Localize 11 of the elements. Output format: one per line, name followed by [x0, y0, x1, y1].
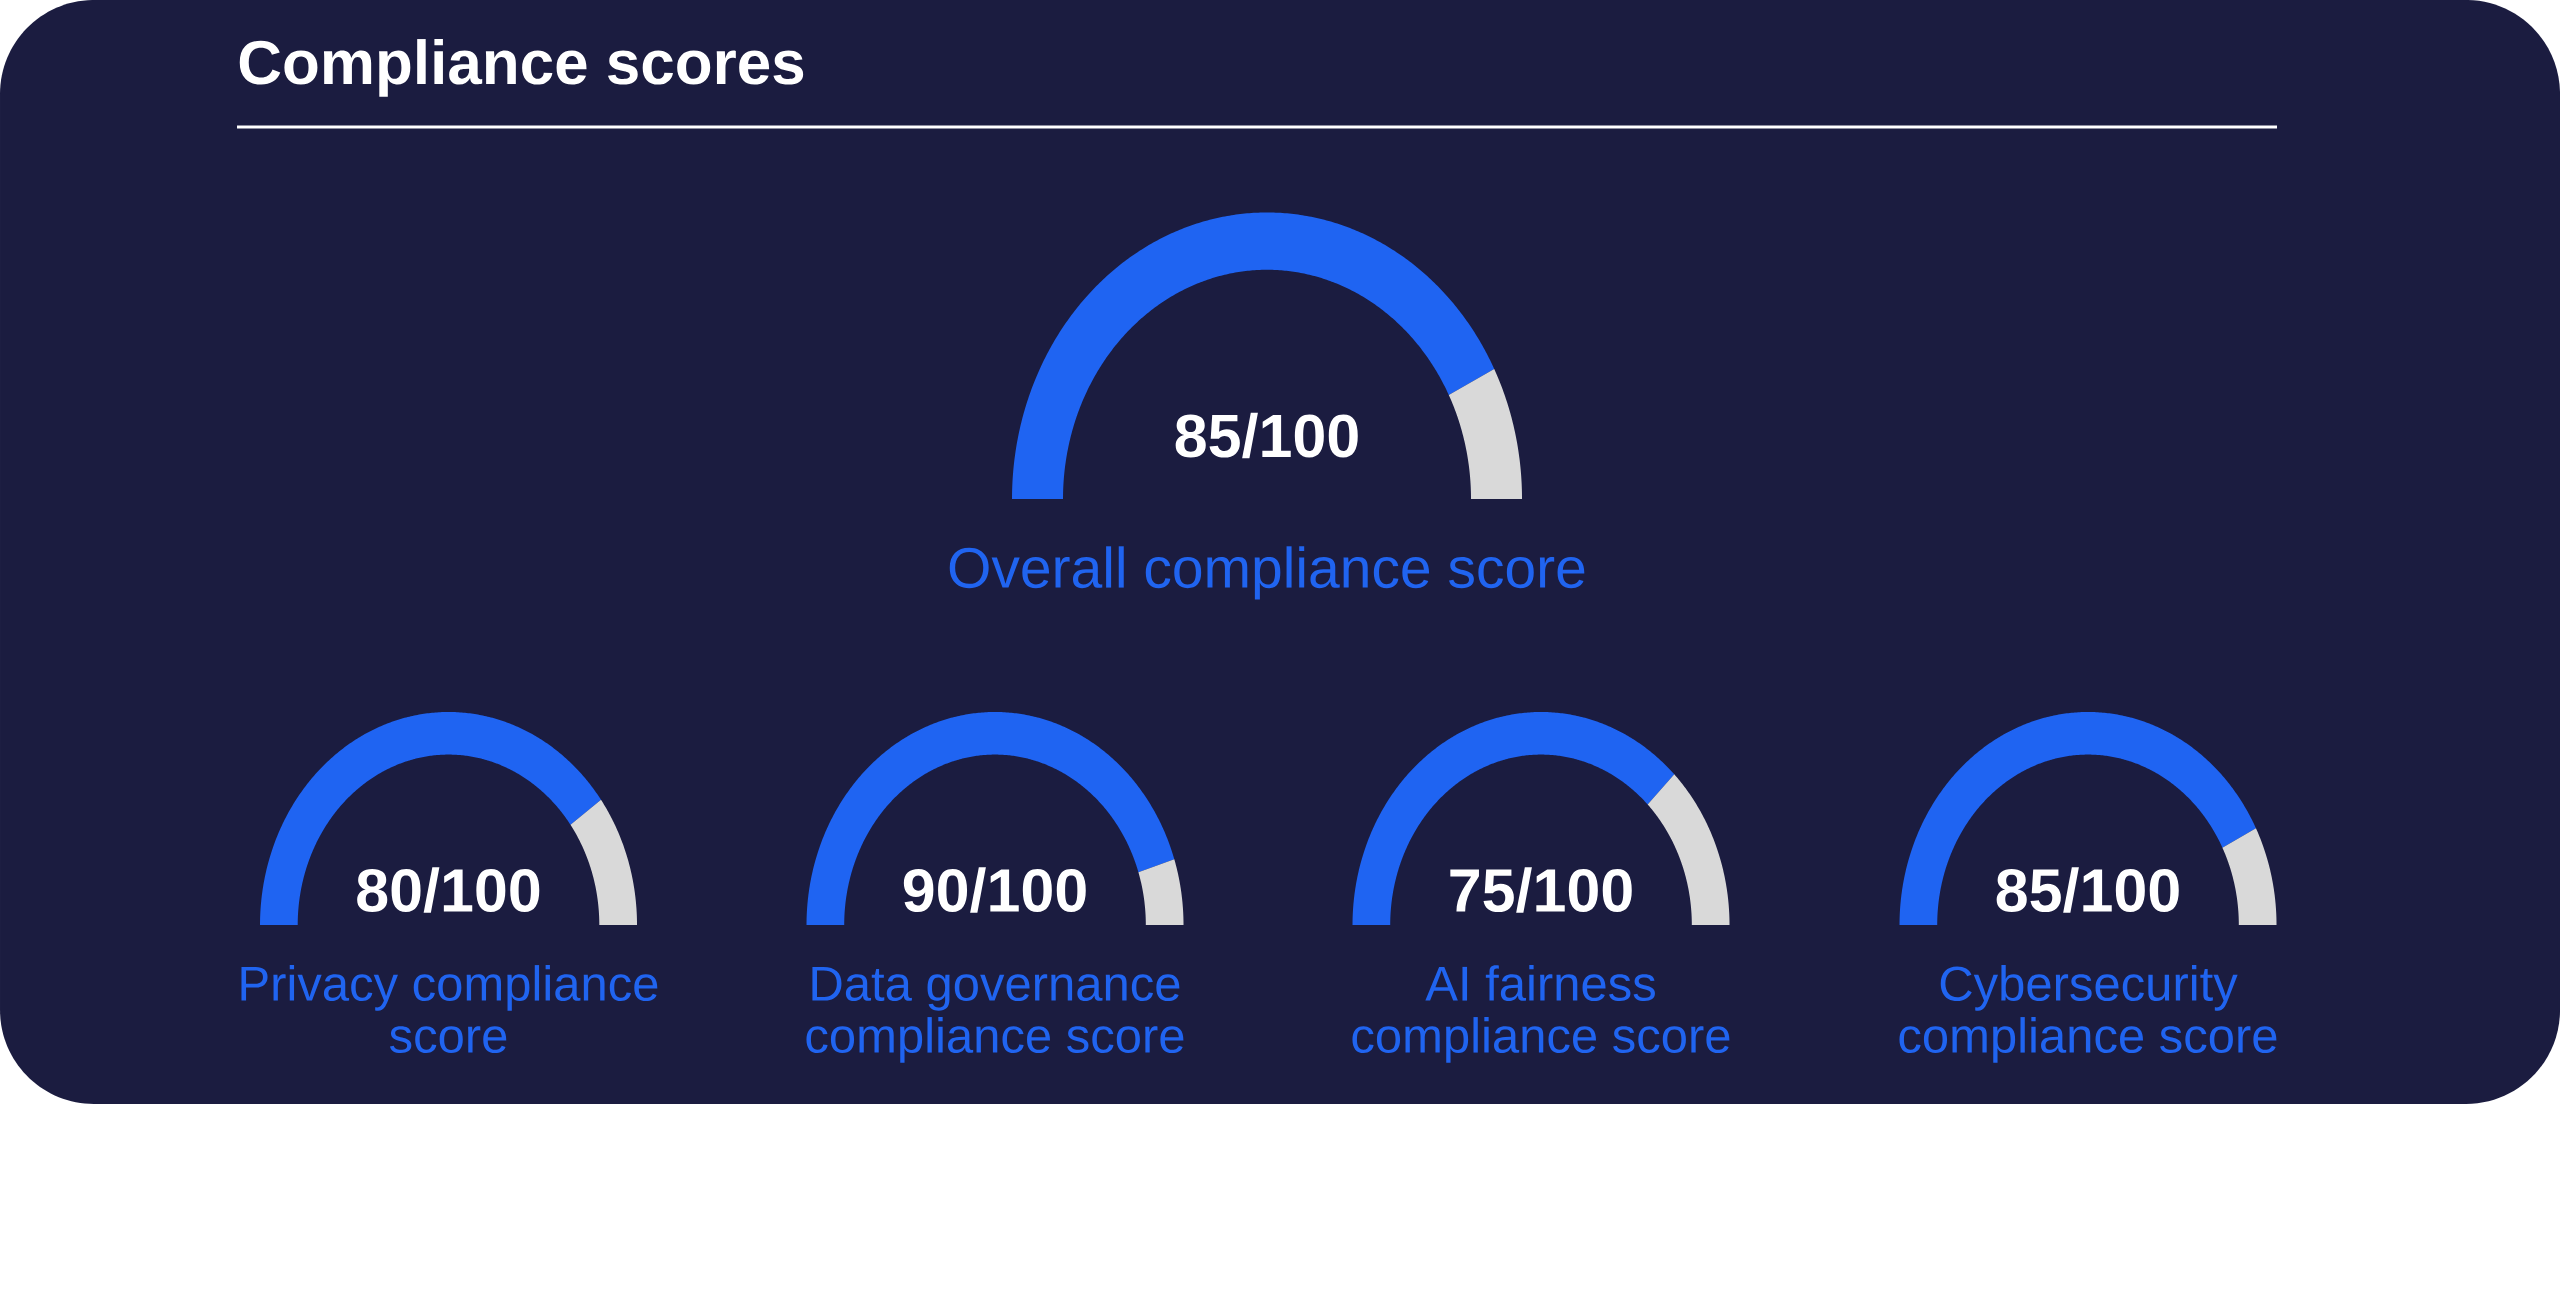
text: Overall compliance score [949, 546, 1585, 600]
text: Cybersecurity compliance score [1899, 965, 2277, 1063]
text: Compliance scores [239, 39, 804, 97]
data-label: 85/100 [1175, 412, 1358, 459]
data-label: 80/100 [357, 867, 540, 913]
text: AI fairness compliance score [1352, 965, 1730, 1063]
text: Data governance compliance score [806, 966, 1184, 1063]
data-label: 75/100 [1450, 867, 1632, 913]
text: Privacy compliance score [241, 965, 658, 1054]
data-label: 90/100 [903, 867, 1086, 913]
data-label: 85/100 [1996, 867, 2179, 913]
